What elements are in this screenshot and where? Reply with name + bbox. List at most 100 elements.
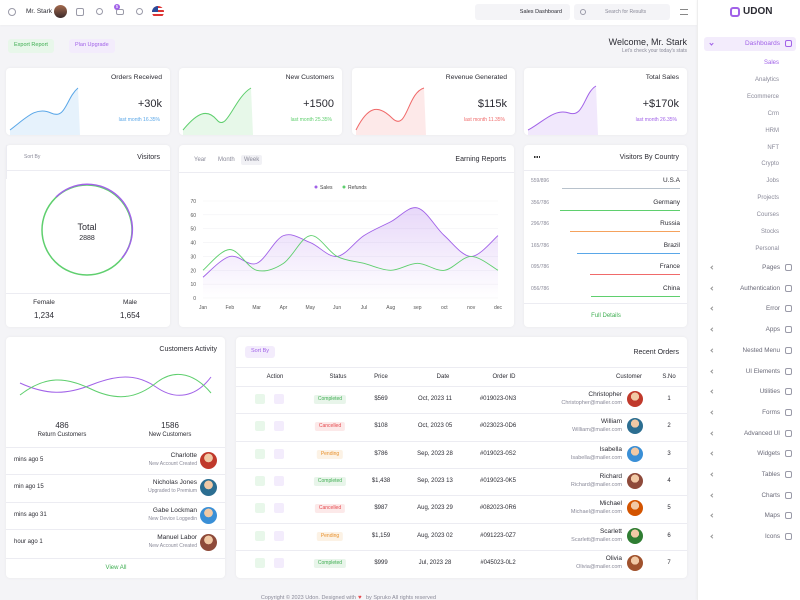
column-header: Action xyxy=(266,374,284,380)
nav-sub-item[interactable]: Analytics xyxy=(754,76,779,83)
chart-tab[interactable]: Week xyxy=(241,155,263,165)
y-tick-label: 40 xyxy=(190,241,196,247)
x-tick-label: nov xyxy=(467,305,476,311)
nav-sub-item[interactable]: Ecommerce xyxy=(746,93,779,100)
search-placeholder[interactable]: Search for Results xyxy=(605,9,647,15)
y-tick-label: 0 xyxy=(193,296,196,302)
avatar xyxy=(200,479,217,497)
male-label: Male xyxy=(122,299,138,306)
dashboard-select-text[interactable]: Sales Dashboard xyxy=(519,9,562,15)
x-tick-label: Feb xyxy=(226,305,235,311)
view-button[interactable] xyxy=(255,503,265,514)
avatar xyxy=(627,527,643,544)
divider xyxy=(236,549,687,551)
nav-sub-item[interactable]: Sales xyxy=(763,60,779,66)
nav-item[interactable]: Icons xyxy=(764,533,780,541)
cart-icon[interactable] xyxy=(116,9,124,15)
return-label: Return Customers xyxy=(37,432,87,438)
dashboard-select[interactable] xyxy=(475,4,570,20)
divider xyxy=(524,170,687,171)
sparkline-line xyxy=(527,85,597,131)
nav-item[interactable]: Maps xyxy=(764,512,780,520)
view-button[interactable] xyxy=(255,557,265,568)
order-date: Aug, 2023 29 xyxy=(417,505,453,512)
sparkline xyxy=(9,87,80,135)
edit-button[interactable] xyxy=(274,448,284,459)
nav-sub-item[interactable]: Projects xyxy=(757,195,779,202)
chart-tab[interactable]: Year xyxy=(194,157,207,163)
view-button[interactable] xyxy=(255,530,265,541)
nav-sub-item[interactable]: Crm xyxy=(767,110,779,117)
nav-sub-item[interactable]: Courses xyxy=(756,212,779,219)
nav-item[interactable]: Advanced UI xyxy=(743,429,780,437)
chart-tab[interactable]: Month xyxy=(218,157,235,163)
settings-icon[interactable] xyxy=(8,8,16,16)
sort-button[interactable]: Sort By xyxy=(245,346,276,358)
visitors-title: Visitors xyxy=(137,154,160,161)
nav-item[interactable]: Tables xyxy=(761,471,780,478)
edit-button[interactable] xyxy=(274,394,284,404)
nav-sub-item[interactable]: NFT xyxy=(767,144,779,151)
stat-note: last month 25.35% xyxy=(290,117,332,123)
export-button[interactable]: Export Report xyxy=(8,39,54,53)
nav-sub-item[interactable]: HRM xyxy=(765,127,779,134)
country-count: 165/786 xyxy=(531,242,550,249)
nav-item[interactable]: Authentication xyxy=(740,284,780,292)
active-item xyxy=(704,37,796,51)
nav-item[interactable]: Utilities xyxy=(759,388,780,396)
user-avatar[interactable] xyxy=(54,5,67,18)
nav-item[interactable]: Pages xyxy=(762,264,780,271)
customer-email: Scarlett@mailer.com xyxy=(571,536,622,543)
nav-item[interactable]: Nested Menu xyxy=(742,346,780,354)
edit-button[interactable] xyxy=(274,475,284,486)
activity-wave xyxy=(19,373,212,398)
nav-icon xyxy=(785,533,792,541)
nav-item[interactable]: Dashboards xyxy=(744,40,780,47)
view-button[interactable] xyxy=(255,475,265,486)
nav-item[interactable]: Widgets xyxy=(757,450,780,458)
view-button[interactable] xyxy=(255,421,265,432)
nav-sub-item[interactable]: Stocks xyxy=(760,229,779,235)
series-line xyxy=(202,207,499,278)
status-badge: Completed xyxy=(313,558,347,568)
nav-sub-item[interactable]: Personal xyxy=(755,245,779,252)
nav-item[interactable]: UI Elements xyxy=(745,367,780,375)
view-all-link[interactable]: View All xyxy=(105,565,127,571)
country-count: 559/896 xyxy=(531,178,550,184)
nav-item[interactable]: Forms xyxy=(762,408,780,416)
view-button[interactable] xyxy=(255,448,265,459)
country-count: 296/786 xyxy=(531,221,550,228)
x-tick-label: May xyxy=(306,305,316,311)
nav-item[interactable]: Error xyxy=(766,305,780,313)
upgrade-button[interactable]: Plan Upgrade xyxy=(69,39,115,53)
flag[interactable] xyxy=(152,6,164,18)
nav-icon xyxy=(785,388,792,396)
nav-item[interactable]: Charts xyxy=(761,491,780,499)
fullscreen-icon[interactable] xyxy=(76,8,84,16)
edit-button[interactable] xyxy=(274,557,284,568)
edit-button[interactable] xyxy=(274,503,284,514)
full-details-link[interactable]: Full Details xyxy=(591,313,621,319)
status-badge: Cancelled xyxy=(314,504,346,514)
theme-icon[interactable] xyxy=(136,8,143,15)
chevron xyxy=(710,472,715,477)
sort-button[interactable]: Sort By xyxy=(24,154,41,160)
edit-button[interactable] xyxy=(274,421,284,432)
customer-name: Richard xyxy=(599,472,622,480)
donut-arc xyxy=(55,183,134,259)
nav-sub-item[interactable]: Jobs xyxy=(766,178,779,185)
refresh-icon[interactable] xyxy=(96,8,103,15)
visitors-donut xyxy=(41,183,134,276)
more-icon[interactable] xyxy=(534,156,540,158)
serial-number: 5 xyxy=(667,505,671,512)
y-tick-label: 70 xyxy=(190,199,196,205)
menu-icon[interactable] xyxy=(680,9,688,15)
nav-sub-item[interactable]: Crypto xyxy=(761,161,779,168)
view-button[interactable] xyxy=(255,394,265,404)
nav-item[interactable]: Apps xyxy=(765,326,780,334)
edit-button[interactable] xyxy=(274,530,284,541)
total-value: 2888 xyxy=(79,235,95,242)
search-box[interactable] xyxy=(574,4,670,20)
nav-icon xyxy=(785,512,792,520)
divider xyxy=(6,501,225,503)
